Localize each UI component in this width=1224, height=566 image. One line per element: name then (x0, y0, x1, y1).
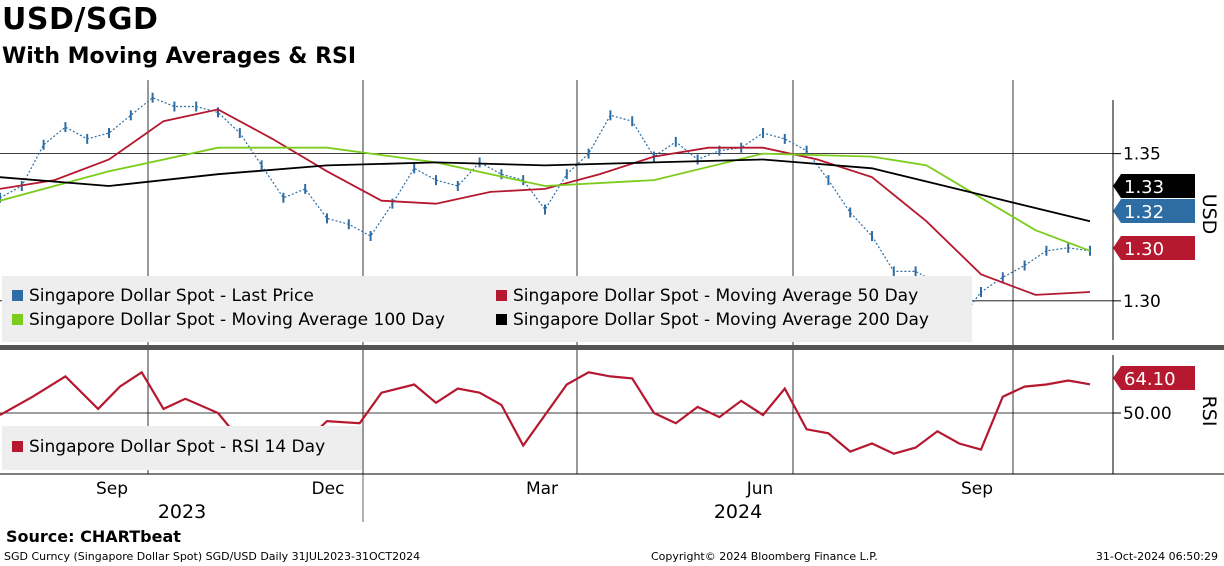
footer-right: 31-Oct-2024 06:50:29 (1095, 550, 1218, 563)
legend-label-last-price: Singapore Dollar Spot - Last Price (29, 286, 314, 306)
legend-swatch-ma50 (496, 290, 507, 301)
chart-subtitle: With Moving Averages & RSI (2, 44, 357, 69)
price-line (0, 97, 1091, 323)
footer-left: SGD Curncy (Singapore Dollar Spot) SGD/U… (4, 550, 421, 563)
y-tick-label: 1.30 (1123, 292, 1161, 312)
legend-label-ma200: Singapore Dollar Spot - Moving Average 2… (513, 310, 929, 330)
value-tag-shape (1113, 199, 1195, 223)
legend-label-ma100: Singapore Dollar Spot - Moving Average 1… (29, 310, 445, 330)
legend-swatch-rsi (12, 441, 23, 452)
value-tag-label: 1.32 (1124, 202, 1164, 223)
series-line (0, 158, 1091, 223)
legend-swatch-ma200 (496, 314, 507, 325)
legend-item-ma200: Singapore Dollar Spot - Moving Average 2… (496, 310, 929, 330)
value-tag-label: 1.33 (1124, 177, 1164, 198)
value-tag-shape (1113, 174, 1195, 198)
x-year-label: 2023 (158, 501, 206, 523)
chart-title: USD/SGD (2, 2, 159, 37)
legend-item-ma100: Singapore Dollar Spot - Moving Average 1… (12, 310, 445, 330)
footer-center: Copyright© 2024 Bloomberg Finance L.P. (651, 550, 878, 563)
rsi-value-tag: 64.10 (1113, 366, 1195, 390)
last-value-tag: 1.33 (1113, 174, 1195, 198)
legend-item-rsi: Singapore Dollar Spot - RSI 14 Day (12, 437, 325, 457)
value-tag-shape (1113, 366, 1195, 390)
rsi-axis-title: RSI (1198, 396, 1220, 427)
legend-item-ma50: Singapore Dollar Spot - Moving Average 5… (496, 286, 918, 306)
x-tick-label: Dec (312, 479, 345, 499)
last-value-tag: 1.30 (1113, 236, 1195, 260)
legend-label-ma50: Singapore Dollar Spot - Moving Average 5… (513, 286, 919, 306)
series-line (0, 146, 1091, 252)
legend-swatch-last-price (12, 290, 23, 301)
value-tag-shape (1113, 236, 1195, 260)
series-ma100 (0, 146, 1091, 252)
price-legend: Singapore Dollar Spot - Last Price Singa… (2, 276, 972, 342)
series-line (0, 108, 1091, 296)
rsi-legend: Singapore Dollar Spot - RSI 14 Day (2, 426, 362, 470)
series-ma200 (0, 158, 1091, 223)
rsi-line (0, 370, 1091, 455)
rsi-tick-label: 50.00 (1123, 404, 1172, 424)
panel-divider (0, 345, 1224, 350)
last-value-tag: 1.32 (1113, 199, 1195, 223)
source-label: Source: CHARTbeat (6, 527, 181, 546)
x-tick-label: Mar (526, 479, 558, 499)
x-year-label: 2024 (714, 501, 762, 523)
x-tick-label: Sep (96, 479, 128, 499)
legend-item-last-price: Singapore Dollar Spot - Last Price (12, 286, 314, 306)
value-tag-label: 64.10 (1124, 369, 1176, 390)
legend-label-rsi: Singapore Dollar Spot - RSI 14 Day (29, 437, 326, 457)
price-axis-title: USD (1198, 194, 1220, 235)
y-tick-label: 1.35 (1123, 145, 1161, 165)
value-tag-label: 1.30 (1124, 239, 1164, 260)
x-tick-label: Jun (746, 479, 774, 499)
legend-swatch-ma100 (12, 314, 23, 325)
series-ma50 (0, 108, 1091, 296)
x-tick-label: Sep (961, 479, 993, 499)
